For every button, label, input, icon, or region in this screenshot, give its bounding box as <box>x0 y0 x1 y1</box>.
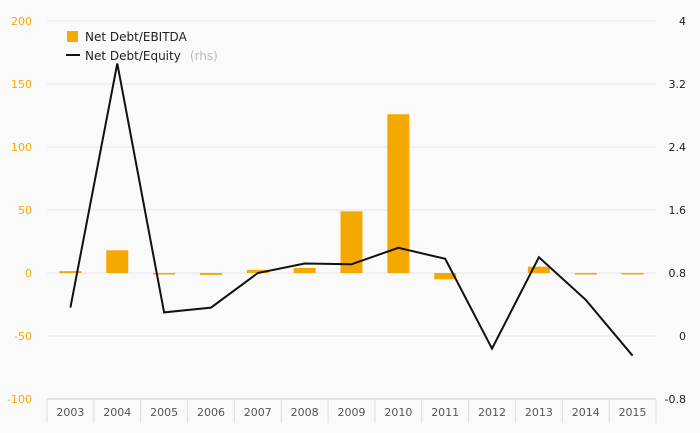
line-path <box>69 63 634 357</box>
line-series <box>69 63 634 357</box>
left-axis: 200 150 100 50 0 -50 -100 <box>7 15 32 406</box>
bar-2011 <box>434 273 457 280</box>
bar-2013 <box>527 266 550 273</box>
legend: Net Debt/EBITDA Net Debt/Equity (rhs) <box>66 30 218 64</box>
right-tick-label: 3.2 <box>669 78 687 91</box>
bar-2003 <box>59 271 82 273</box>
x-axis: 2003 2004 2005 2006 2007 2008 2009 2010 2011 2012… <box>46 399 657 423</box>
bar-2014 <box>574 273 597 275</box>
legend-label-bar: Net Debt/EBITDA <box>85 30 188 44</box>
right-tick-label: 2.4 <box>669 141 687 154</box>
bar-2006 <box>199 273 222 275</box>
bar-2007 <box>246 269 269 273</box>
bar-2010 <box>387 114 410 274</box>
x-tick-label: 2009 <box>338 406 366 419</box>
right-tick-label: 0 <box>679 330 686 343</box>
right-tick-label: 0.8 <box>669 267 687 280</box>
x-tick-label: 2011 <box>431 406 459 419</box>
x-tick-label: 2012 <box>478 406 506 419</box>
x-tick-label: 2014 <box>572 406 600 419</box>
legend-note-rhs: (rhs) <box>190 49 218 63</box>
bar-2008 <box>293 267 316 273</box>
left-tick-label: 150 <box>11 78 32 91</box>
right-tick-label: 1.6 <box>669 204 687 217</box>
x-tick-label: 2010 <box>384 406 412 419</box>
bar-2015 <box>621 273 644 275</box>
right-tick-label: -0.8 <box>665 393 686 406</box>
left-tick-label: 200 <box>11 15 32 28</box>
left-tick-label: -100 <box>7 393 32 406</box>
right-tick-label: 4 <box>679 15 686 28</box>
left-tick-label: 100 <box>11 141 32 154</box>
left-tick-label: -50 <box>14 330 32 343</box>
x-tick-label: 2004 <box>103 406 131 419</box>
right-axis: 4 3.2 2.4 1.6 0.8 0 -0.8 <box>665 15 686 406</box>
x-tick-label: 2006 <box>197 406 225 419</box>
bar-2004 <box>106 250 129 273</box>
x-tick-label: 2005 <box>150 406 178 419</box>
x-tick-label: 2013 <box>525 406 553 419</box>
bar-2005 <box>153 273 176 275</box>
left-tick-label: 0 <box>25 267 32 280</box>
svg-text:Net Debt/Equity (rhs): Net Debt/Equity (rhs) <box>85 45 218 64</box>
legend-label-line: Net Debt/Equity <box>85 49 181 63</box>
x-tick-label: 2015 <box>619 406 647 419</box>
bar-2009 <box>340 211 363 273</box>
x-tick-label: 2008 <box>291 406 319 419</box>
x-tick-label: 2007 <box>244 406 272 419</box>
x-tick-label: 2003 <box>56 406 84 419</box>
gridlines <box>47 20 656 400</box>
left-tick-label: 50 <box>18 204 32 217</box>
bar-series <box>59 114 644 280</box>
legend-swatch-bar <box>67 31 78 42</box>
